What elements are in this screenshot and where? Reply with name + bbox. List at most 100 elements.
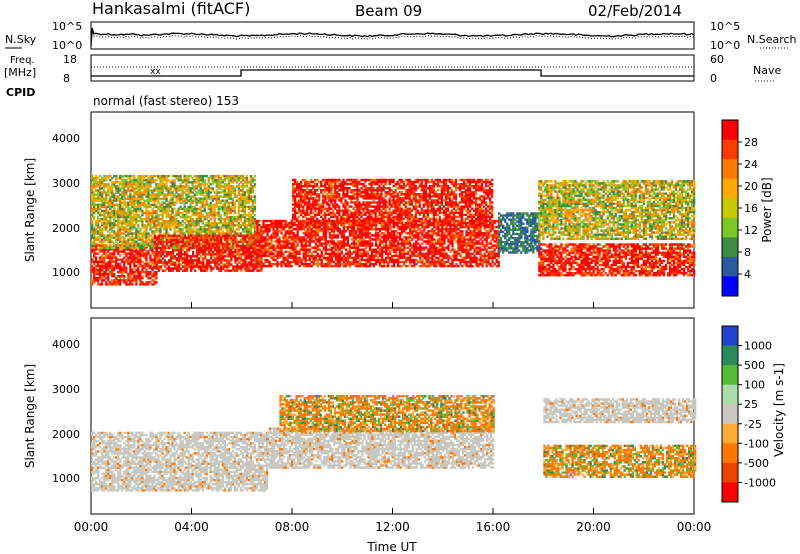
scatter-cell: [113, 224, 116, 227]
scatter-cell: [141, 222, 144, 225]
scatter-cell: [334, 236, 337, 239]
scatter-cell: [229, 201, 232, 204]
scatter-cell: [221, 179, 224, 182]
scatter-cell: [246, 236, 249, 240]
scatter-cell: [274, 219, 277, 223]
scatter-cell: [141, 191, 144, 194]
scatter-cell: [169, 222, 172, 225]
scatter-cell: [139, 205, 142, 209]
scatter-cell: [258, 232, 261, 235]
scatter-cell: [171, 261, 175, 264]
scatter-cell: [199, 209, 202, 213]
scatter-cell: [360, 248, 364, 251]
scatter-cell: [143, 254, 146, 257]
scatter-cell: [272, 248, 275, 251]
scatter-cell: [278, 238, 281, 241]
scatter-cell: [202, 263, 205, 266]
scatter-cell: [328, 258, 331, 262]
scatter-cell: [278, 248, 281, 251]
scatter-cell: [242, 251, 245, 254]
scatter-cell: [266, 248, 269, 251]
scatter-cell: [215, 174, 218, 178]
scatter-cell: [185, 209, 188, 213]
scatter-cell: [200, 234, 203, 237]
scatter-cell: [213, 203, 216, 206]
scatter-cell: [135, 181, 138, 184]
scatter-cell: [374, 236, 378, 239]
scatter-cell: [181, 199, 184, 202]
scatter-cell: [113, 199, 116, 202]
scatter-cell: [103, 201, 106, 204]
scatter-cell: [93, 187, 96, 190]
scatter-cell: [256, 269, 259, 272]
scatter-cell: [179, 238, 182, 241]
scatter-cell: [177, 224, 180, 227]
scatter-cell: [165, 199, 168, 202]
scatter-cell: [188, 242, 191, 246]
scatter-cell: [227, 232, 230, 235]
scatter-cell: [93, 279, 96, 282]
scatter-cell: [111, 230, 114, 233]
scatter-cell: [107, 174, 110, 178]
scatter-cell: [157, 183, 160, 186]
scatter-cell: [256, 248, 259, 251]
scatter-cell: [219, 220, 222, 223]
scatter-cell: [338, 264, 341, 268]
scatter-cell: [415, 246, 418, 249]
scatter-cell: [231, 226, 234, 229]
scatter-cell: [175, 197, 178, 200]
scatter-cell: [332, 260, 335, 264]
scatter-cell: [210, 253, 213, 256]
scatter-cell: [304, 260, 307, 264]
scatter-cell: [346, 258, 350, 262]
scatter-cell: [196, 240, 199, 244]
scatter-cell: [123, 179, 126, 182]
scatter-cell: [185, 183, 188, 186]
scatter-cell: [157, 259, 161, 262]
scatter-cell: [211, 183, 214, 186]
scatter-cell: [227, 195, 230, 198]
scatter-cell: [219, 179, 222, 182]
scatter-cell: [256, 254, 259, 258]
scatter-cell: [423, 236, 426, 239]
scatter-cell: [119, 232, 122, 235]
scatter-cell: [95, 220, 98, 223]
scatter-cell: [91, 230, 94, 233]
scatter-cell: [280, 226, 283, 229]
scatter-cell: [243, 215, 247, 219]
scatter-cell: [225, 177, 228, 180]
scatter-cell: [378, 252, 382, 255]
scatter-cell: [173, 179, 176, 182]
scatter-cell: [322, 246, 325, 249]
scatter-cell: [286, 264, 289, 268]
scatter-cell: [203, 179, 206, 182]
scatter-cell: [141, 224, 144, 227]
scatter-cell: [121, 209, 124, 213]
scatter-cell: [186, 261, 189, 264]
scatter-cell: [423, 226, 426, 229]
scatter-cell: [103, 187, 106, 190]
scatter-cell: [247, 215, 251, 219]
scatter-cell: [298, 258, 301, 262]
scatter-cell: [147, 189, 150, 192]
scatter-cell: [165, 236, 169, 240]
scatter-cell: [184, 267, 187, 270]
scatter-cell: [245, 181, 249, 184]
scatter-cell: [196, 244, 199, 248]
scatter-cell: [210, 246, 213, 250]
scatter-cell: [391, 246, 394, 249]
scatter-cell: [163, 226, 166, 229]
scatter-cell: [316, 240, 319, 243]
scatter-cell: [141, 254, 144, 257]
scatter-cell: [135, 213, 138, 217]
scatter-cell: [395, 258, 398, 262]
scatter-cell: [241, 191, 245, 194]
scatter-cell: [113, 205, 116, 209]
scatter-cell: [214, 261, 217, 264]
scatter-cell: [304, 248, 307, 251]
scatter-cell: [218, 255, 221, 258]
scatter-cell: [161, 234, 165, 237]
scatter-cell: [393, 246, 396, 249]
scatter-cell: [129, 258, 132, 261]
scatter-cell: [165, 197, 168, 200]
